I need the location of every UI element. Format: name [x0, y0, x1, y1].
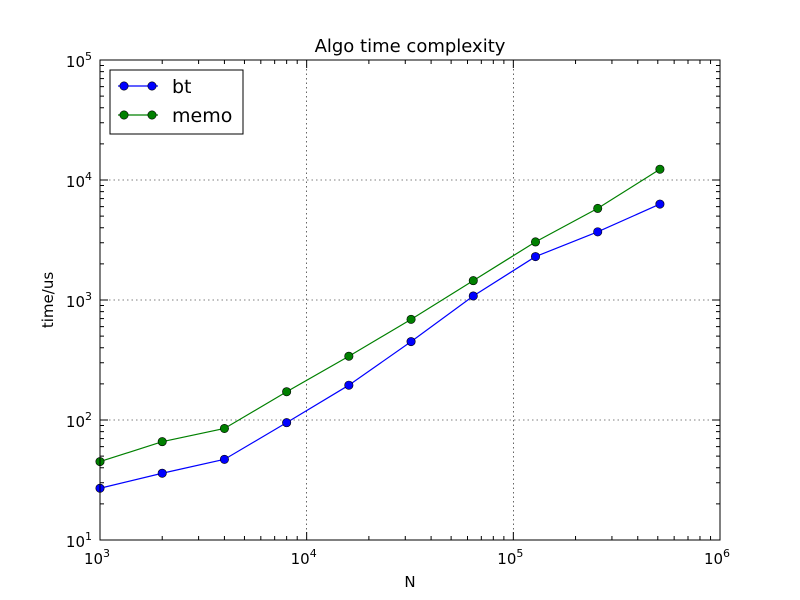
data-point-bt [655, 199, 665, 209]
y-tick-label: 101 [66, 530, 92, 551]
data-point-memo [344, 351, 354, 361]
legend-label-memo: memo [172, 105, 232, 127]
data-point-memo [530, 237, 540, 247]
x-tick-label: 103 [84, 547, 110, 568]
x-tick-label: 105 [497, 547, 523, 568]
data-point-memo [593, 203, 603, 213]
data-point-memo [406, 314, 416, 324]
legend-marker-bt [147, 81, 157, 91]
y-axis-label: time/us [39, 272, 57, 328]
legend-marker-bt [119, 81, 129, 91]
y-tick-label: 103 [66, 290, 92, 311]
data-point-bt [530, 252, 540, 262]
legend-marker-memo [147, 110, 157, 120]
data-point-memo [468, 276, 478, 286]
data-point-memo [157, 437, 167, 447]
x-axis-label: N [404, 573, 415, 591]
series-line-memo [99, 168, 661, 463]
axis-ticks: 103 104 105 106 101 102 103 104 105 [66, 50, 730, 568]
y-tick-label: 105 [66, 50, 92, 71]
chart-title: Algo time complexity [315, 36, 506, 57]
data-point-bt [157, 468, 167, 478]
data-point-bt [219, 454, 229, 464]
grid [100, 60, 720, 540]
data-point-bt [468, 291, 478, 301]
legend-label-bt: bt [172, 76, 192, 98]
data-point-bt [593, 227, 603, 237]
data-point-memo [219, 423, 229, 433]
data-point-bt [282, 418, 292, 428]
data-point-bt [406, 337, 416, 347]
x-tick-label: 104 [291, 547, 317, 568]
series-layer [95, 164, 665, 493]
legend: bt memo [109, 69, 244, 135]
y-tick-label: 102 [66, 410, 92, 431]
legend-box [109, 69, 244, 135]
data-point-bt [344, 380, 354, 390]
data-point-memo [282, 387, 292, 397]
series-line-bt [99, 203, 661, 489]
data-point-memo [655, 164, 665, 174]
x-tick-label: 106 [704, 547, 730, 568]
y-tick-label: 104 [66, 170, 92, 191]
legend-marker-memo [119, 110, 129, 120]
